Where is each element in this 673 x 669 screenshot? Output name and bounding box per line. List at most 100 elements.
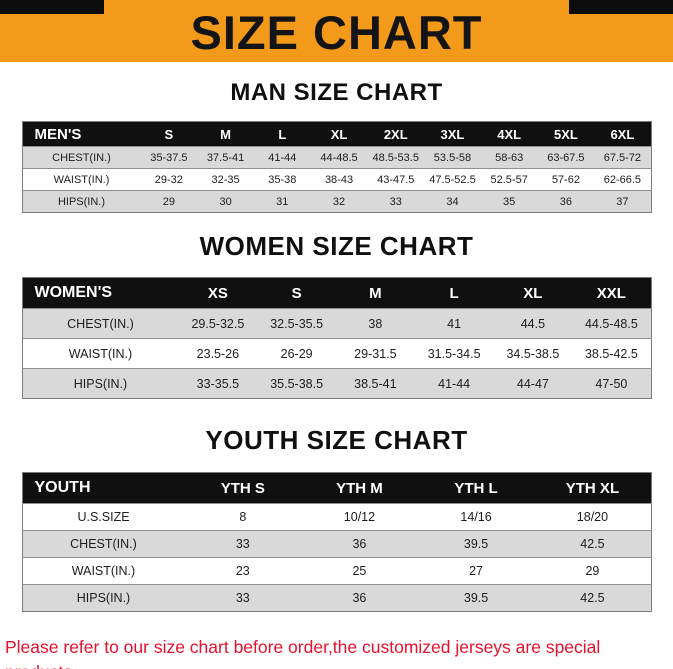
size-column-header: L xyxy=(414,277,494,309)
size-value: 44-48.5 xyxy=(310,146,368,169)
size-column-header: XL xyxy=(310,121,368,147)
size-column-header: S xyxy=(140,121,198,147)
size-column-header: 2XL xyxy=(367,121,425,147)
size-value: 30 xyxy=(197,190,254,213)
size-value: 38.5-41 xyxy=(336,368,415,399)
size-column-header: 5XL xyxy=(537,121,595,147)
size-column-header: YTH S xyxy=(184,472,302,504)
men-size-table: MEN'S S M L XL 2XL 3XL 4XL 5XL 6XL CHEST(IN.) 35-37… xyxy=(21,121,652,213)
table-header-row: MEN'S S M L XL 2XL 3XL 4XL 5XL 6XL xyxy=(22,121,651,147)
size-column-header: L xyxy=(253,121,311,147)
size-value: 29 xyxy=(140,190,198,213)
table-row: WAIST(IN.) 23 25 27 29 xyxy=(22,557,651,585)
size-value: 53.5-58 xyxy=(424,146,481,169)
size-column-header: YTH L xyxy=(417,472,535,504)
row-label: CHEST(IN.) xyxy=(22,308,179,339)
size-column-header: YTH XL xyxy=(534,472,651,504)
size-value: 67.5-72 xyxy=(594,146,651,169)
size-value: 38 xyxy=(336,308,415,339)
row-label: HIPS(IN.) xyxy=(22,584,185,612)
size-value: 32.5-35.5 xyxy=(257,308,336,339)
row-label: HIPS(IN.) xyxy=(22,190,141,213)
table-row: HIPS(IN.) 33-35.5 35.5-38.5 38.5-41 41-44 44-… xyxy=(22,368,651,399)
size-value: 14/16 xyxy=(417,503,535,531)
size-value: 18/20 xyxy=(534,503,651,531)
row-label: CHEST(IN.) xyxy=(22,146,141,169)
size-value: 23 xyxy=(184,557,302,585)
size-value: 35-38 xyxy=(253,168,311,191)
size-value: 31 xyxy=(253,190,311,213)
size-value: 42.5 xyxy=(534,530,651,558)
size-value: 41 xyxy=(414,308,494,339)
size-value: 36 xyxy=(537,190,595,213)
size-value: 52.5-57 xyxy=(480,168,538,191)
size-value: 44.5 xyxy=(493,308,573,339)
size-value: 33-35.5 xyxy=(178,368,258,399)
size-value: 48.5-53.5 xyxy=(367,146,425,169)
size-value: 47-50 xyxy=(572,368,651,399)
size-value: 29-31.5 xyxy=(336,338,415,369)
size-value: 29 xyxy=(534,557,651,585)
table-row: CHEST(IN.) 35-37.5 37.5-41 41-44 44-48.5 48.5… xyxy=(22,146,651,169)
table-row: WAIST(IN.) 23.5-26 26-29 29-31.5 31.5-34.5 34… xyxy=(22,338,651,369)
size-value: 36 xyxy=(301,530,418,558)
row-label: WAIST(IN.) xyxy=(22,168,141,191)
row-label: WAIST(IN.) xyxy=(22,557,185,585)
size-value: 8 xyxy=(184,503,302,531)
table-title-cell: MEN'S xyxy=(22,121,141,147)
size-value: 39.5 xyxy=(417,584,535,612)
table-title-cell: YOUTH xyxy=(22,472,185,504)
size-column-header: XXL xyxy=(572,277,651,309)
men-size-section: MAN SIZE CHART MEN'S S M L XL 2XL 3XL 4XL 5XL 6XL… xyxy=(0,79,673,213)
size-value: 33 xyxy=(184,584,302,612)
women-size-table: WOMEN'S XS S M L XL XXL CHEST(IN.) 29.5-32.5 32.5… xyxy=(21,277,652,399)
men-section-heading: MAN SIZE CHART xyxy=(230,79,443,106)
size-value: 35-37.5 xyxy=(140,146,198,169)
table-row: U.S.SIZE 8 10/12 14/16 18/20 xyxy=(22,503,651,531)
youth-size-table: YOUTH YTH S YTH M YTH L YTH XL U.S.SIZE 8 10/12… xyxy=(21,472,652,612)
page-title: SIZE CHART xyxy=(190,5,483,59)
size-value: 41-44 xyxy=(414,368,494,399)
size-value: 57-62 xyxy=(537,168,595,191)
row-label: CHEST(IN.) xyxy=(22,530,185,558)
size-value: 23.5-26 xyxy=(178,338,258,369)
size-column-header: XL xyxy=(493,277,573,309)
row-label: HIPS(IN.) xyxy=(22,368,179,399)
footer-disclaimer: Please refer to our size chart before or… xyxy=(0,635,673,669)
table-title-cell: WOMEN'S xyxy=(22,277,179,309)
women-section-heading: WOMEN SIZE CHART xyxy=(199,231,474,261)
table-row: CHEST(IN.) 33 36 39.5 42.5 xyxy=(22,530,651,558)
size-value: 27 xyxy=(417,557,535,585)
size-value: 37 xyxy=(594,190,651,213)
size-value: 26-29 xyxy=(257,338,336,369)
size-column-header: YTH M xyxy=(301,472,418,504)
size-value: 36 xyxy=(301,584,418,612)
row-label: WAIST(IN.) xyxy=(22,338,179,369)
table-row: CHEST(IN.) 29.5-32.5 32.5-35.5 38 41 44.5 44.5… xyxy=(22,308,651,339)
size-value: 58-63 xyxy=(480,146,538,169)
youth-section-heading: YOUTH SIZE CHART xyxy=(205,425,468,455)
table-header-row: WOMEN'S XS S M L XL XXL xyxy=(22,277,651,309)
size-value: 33 xyxy=(367,190,425,213)
youth-size-section: YOUTH SIZE CHART YOUTH YTH S YTH M YTH L YTH… xyxy=(0,425,673,612)
size-value: 43-47.5 xyxy=(367,168,425,191)
size-value: 10/12 xyxy=(301,503,418,531)
footer-disclaimer-line1: Please refer to our size chart before or… xyxy=(5,637,601,669)
table-header-row: YOUTH YTH S YTH M YTH L YTH XL xyxy=(22,472,651,504)
size-column-header: XS xyxy=(178,277,258,309)
size-column-header: M xyxy=(336,277,415,309)
table-row: WAIST(IN.) 29-32 32-35 35-38 38-43 43-47.5 47.… xyxy=(22,168,651,191)
size-value: 41-44 xyxy=(253,146,311,169)
top-left-black-block xyxy=(0,0,104,14)
table-row: HIPS(IN.) 33 36 39.5 42.5 xyxy=(22,584,651,612)
banner: SIZE CHART xyxy=(0,0,673,62)
size-value: 32 xyxy=(310,190,368,213)
size-value: 29.5-32.5 xyxy=(178,308,258,339)
size-value: 63-67.5 xyxy=(537,146,595,169)
size-value: 38-43 xyxy=(310,168,368,191)
size-column-header: 6XL xyxy=(594,121,651,147)
size-value: 25 xyxy=(301,557,418,585)
size-column-header: S xyxy=(257,277,336,309)
size-value: 34.5-38.5 xyxy=(493,338,573,369)
